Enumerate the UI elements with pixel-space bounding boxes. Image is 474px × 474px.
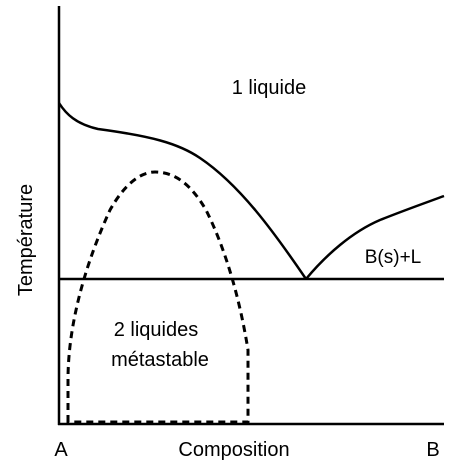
metastable-label-line1: 2 liquides: [114, 319, 199, 341]
liquid-region-label: 1 liquide: [232, 77, 307, 99]
component-a-label: A: [54, 439, 68, 461]
metastable-miscibility-gap: [66, 170, 250, 424]
y-axis-label: Température: [15, 184, 37, 296]
solid-liquid-region-label: B(s)+L: [365, 247, 422, 268]
x-axis-label: Composition: [178, 439, 289, 461]
liquidus-curve-left: [57, 102, 308, 280]
metastable-label-line2: métastable: [111, 349, 209, 371]
component-b-label: B: [426, 439, 439, 461]
liquidus-curve-right: [305, 194, 445, 280]
